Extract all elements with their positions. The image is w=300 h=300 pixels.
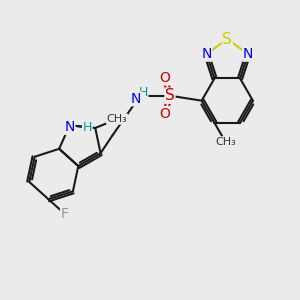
Text: S: S — [222, 32, 232, 46]
Text: O: O — [160, 106, 170, 121]
Text: N: N — [243, 47, 253, 61]
Text: N: N — [64, 120, 75, 134]
Text: N: N — [131, 92, 142, 106]
Text: H: H — [82, 121, 92, 134]
Text: CH₃: CH₃ — [215, 137, 236, 147]
Text: H: H — [139, 86, 148, 99]
Text: N: N — [201, 47, 212, 61]
Text: O: O — [160, 71, 170, 85]
Text: CH₃: CH₃ — [106, 114, 128, 124]
Text: S: S — [165, 88, 175, 103]
Text: F: F — [61, 207, 69, 221]
